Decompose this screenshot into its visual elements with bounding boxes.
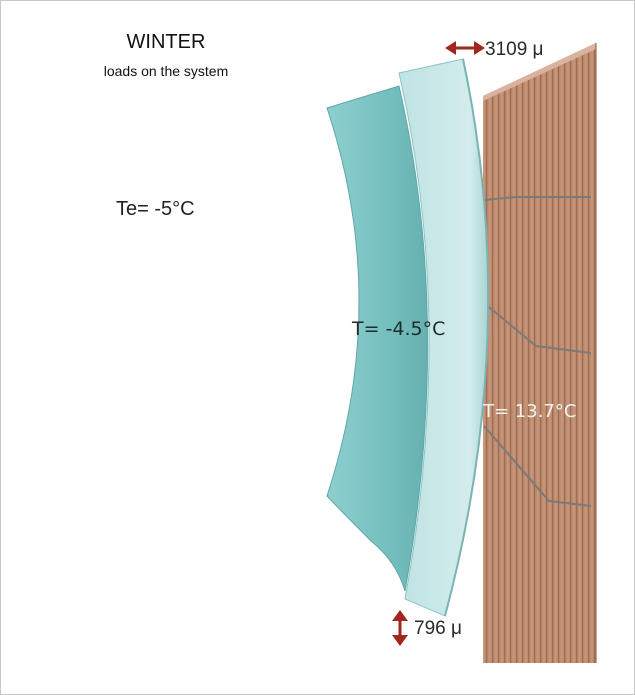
double-arrow-horizontal-icon <box>445 41 485 55</box>
outer-glass-pane <box>326 85 429 592</box>
diagram-subtitle: loads on the system <box>103 63 229 79</box>
anchor-cable <box>483 196 591 201</box>
glass-temperature-label: T= -4.5°C <box>352 318 446 340</box>
horizontal-displacement-label: 3109 μ <box>485 39 544 60</box>
anchor-cable <box>483 302 592 354</box>
diagram-title: WINTER <box>126 31 206 53</box>
wall-panel <box>483 43 597 663</box>
anchor-cable <box>483 425 592 507</box>
vertical-displacement-label: 796 μ <box>414 618 462 639</box>
external-temperature-label: Te= -5°C <box>116 198 195 220</box>
panel-temperature-label: T= 13.7°C <box>483 401 577 422</box>
double-arrow-vertical-icon <box>392 610 408 646</box>
